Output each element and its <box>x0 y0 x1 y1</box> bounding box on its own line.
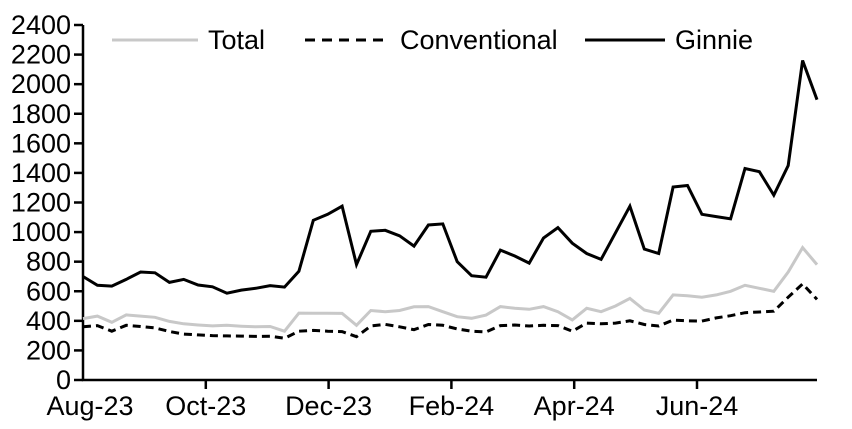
y-tick-label: 2000 <box>11 69 71 99</box>
y-tick-label: 1400 <box>11 158 71 188</box>
y-tick-label: 1600 <box>11 128 71 158</box>
y-tick-label: 2200 <box>11 40 71 70</box>
y-tick-label: 200 <box>26 335 71 365</box>
x-tick-label: Jun-24 <box>656 391 739 421</box>
series-line-total <box>82 245 819 333</box>
y-tick-label: 600 <box>26 276 71 306</box>
x-tick-label: Oct-23 <box>165 391 246 421</box>
series-line-conventional <box>82 281 819 340</box>
legend-label-total: Total <box>208 25 265 55</box>
legend-label-conventional: Conventional <box>400 25 558 55</box>
y-tick-label: 400 <box>26 306 71 336</box>
y-tick-label: 1000 <box>11 217 71 247</box>
legend-label-ginnie: Ginnie <box>675 25 753 55</box>
y-tick-label: 2400 <box>11 10 71 40</box>
x-tick-label: Feb-24 <box>409 391 495 421</box>
x-tick-label: Aug-23 <box>46 391 133 421</box>
y-tick-label: 0 <box>56 365 71 395</box>
x-tick-label: Apr-24 <box>534 391 615 421</box>
y-tick-label: 1800 <box>11 99 71 129</box>
y-tick-label: 800 <box>26 247 71 277</box>
y-tick-label: 1200 <box>11 188 71 218</box>
series-line-ginnie <box>82 59 819 295</box>
x-tick-label: Dec-23 <box>285 391 372 421</box>
